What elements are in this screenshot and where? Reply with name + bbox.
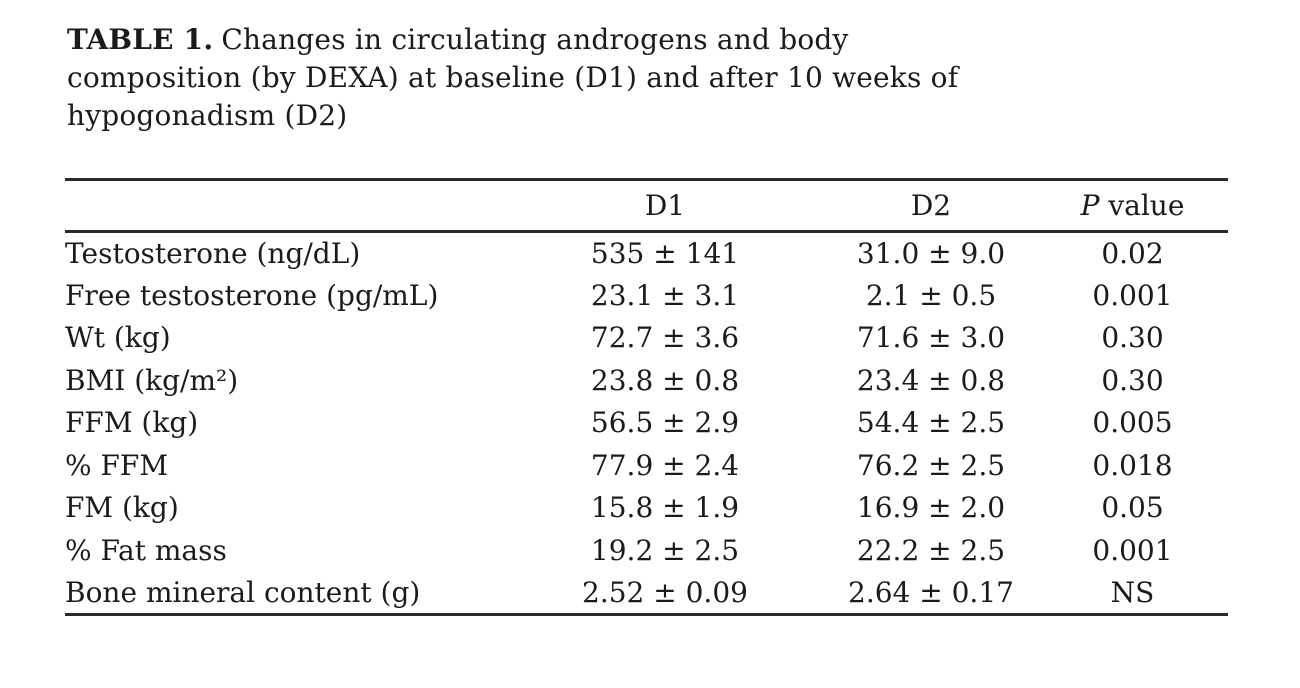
p-cell: 0.018: [1092, 448, 1173, 482]
header-p-italic: P: [1080, 189, 1100, 222]
row-label-cell: FFM (kg): [65, 406, 199, 440]
d1-cell: 77.9 ± 2.4: [590, 448, 740, 482]
table-caption-line-3: hypogonadism (D2): [67, 99, 348, 132]
header-p-suffix: value: [1099, 189, 1185, 222]
table-caption: TABLE 1. Changes in circulating androgens…: [67, 21, 1187, 135]
header-d2: D2: [910, 189, 952, 222]
p-cell: 0.001: [1092, 533, 1173, 567]
d1-cell: 23.1 ± 3.1: [590, 278, 740, 312]
p-cell: 0.30: [1101, 321, 1164, 355]
d2-cell: 23.4 ± 0.8: [856, 363, 1006, 397]
table-row: FFM (kg) 56.5 ± 2.9 54.4 ± 2.5 0.005: [65, 402, 1228, 445]
table-number-label: TABLE 1.: [67, 23, 214, 56]
table-header: D1 D2 P value: [65, 180, 1228, 232]
p-cell: NS: [1110, 575, 1155, 609]
d2-cell: 76.2 ± 2.5: [856, 448, 1006, 482]
d1-cell: 56.5 ± 2.9: [590, 406, 740, 440]
table-row: Free testosterone (pg/mL) 23.1 ± 3.1 2.1…: [65, 274, 1228, 317]
d2-cell: 54.4 ± 2.5: [856, 406, 1006, 440]
header-p-value: P value: [1037, 180, 1228, 232]
d2-cell: 2.64 ± 0.17: [848, 575, 1014, 609]
d1-cell: 535 ± 141: [590, 237, 740, 270]
table-row: % FFM 77.9 ± 2.4 76.2 ± 2.5 0.018: [65, 444, 1228, 487]
table-caption-text-1: Changes in circulating androgens and bod…: [221, 23, 849, 56]
p-cell: 0.30: [1101, 363, 1164, 397]
d2-cell: 22.2 ± 2.5: [856, 533, 1006, 567]
d1-cell: 19.2 ± 2.5: [590, 533, 740, 567]
row-label-cell: Free testosterone (pg/mL): [65, 278, 439, 312]
table-caption-line-2: composition (by DEXA) at baseline (D1) a…: [67, 61, 959, 94]
row-label-cell: Wt (kg): [65, 321, 171, 355]
row-label-cell: Bone mineral content (g): [65, 575, 421, 609]
header-d1: D1: [644, 189, 686, 222]
table-row: % Fat mass 19.2 ± 2.5 22.2 ± 2.5 0.001: [65, 529, 1228, 572]
d2-cell: 16.9 ± 2.0: [856, 491, 1006, 525]
d2-cell: 31.0 ± 9.0: [856, 237, 1006, 270]
table-row: Bone mineral content (g) 2.52 ± 0.09 2.6…: [65, 572, 1228, 615]
d1-cell: 72.7 ± 3.6: [590, 321, 740, 355]
table-body: Testosterone (ng/dL) 535 ± 141 31.0 ± 9.…: [65, 232, 1228, 615]
p-cell: 0.005: [1092, 406, 1173, 440]
d2-cell: 2.1 ± 0.5: [865, 278, 997, 312]
p-cell: 0.02: [1101, 237, 1164, 270]
d1-cell: 23.8 ± 0.8: [590, 363, 740, 397]
p-cell: 0.001: [1092, 278, 1173, 312]
row-label-cell: Testosterone (ng/dL): [65, 237, 361, 270]
table-row: BMI (kg/m²) 23.8 ± 0.8 23.4 ± 0.8 0.30: [65, 359, 1228, 402]
d1-cell: 2.52 ± 0.09: [582, 575, 748, 609]
d2-cell: 71.6 ± 3.0: [856, 321, 1006, 355]
row-label-cell: % FFM: [65, 448, 169, 482]
row-label-cell: % Fat mass: [65, 533, 227, 567]
table-row: Wt (kg) 72.7 ± 3.6 71.6 ± 3.0 0.30: [65, 317, 1228, 360]
row-label-cell: BMI (kg/m²): [65, 363, 239, 397]
header-empty-cell: [65, 180, 505, 232]
p-cell: 0.05: [1101, 491, 1164, 525]
table-row: FM (kg) 15.8 ± 1.9 16.9 ± 2.0 0.05: [65, 487, 1228, 530]
header-row: D1 D2 P value: [65, 180, 1228, 232]
table-row: Testosterone (ng/dL) 535 ± 141 31.0 ± 9.…: [65, 232, 1228, 275]
d1-cell: 15.8 ± 1.9: [590, 491, 740, 525]
row-label-cell: FM (kg): [65, 491, 179, 525]
results-table: D1 D2 P value Testosterone (ng/dL) 535 ±…: [65, 178, 1228, 616]
table-caption-line-1: TABLE 1. Changes in circulating androgens…: [67, 21, 1187, 59]
